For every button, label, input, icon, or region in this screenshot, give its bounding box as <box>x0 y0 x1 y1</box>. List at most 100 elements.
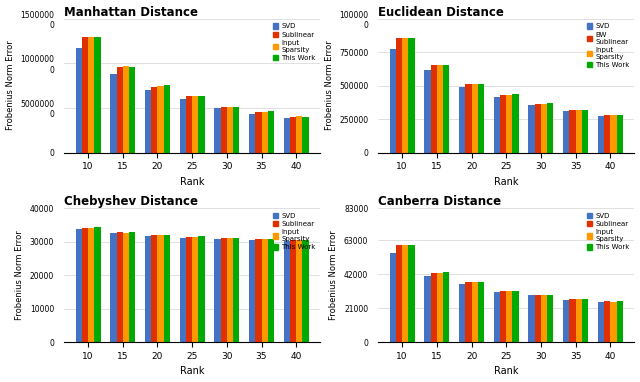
Bar <box>431 65 437 152</box>
Bar <box>443 65 449 152</box>
X-axis label: Rank: Rank <box>180 366 204 376</box>
Bar <box>513 94 519 152</box>
Bar <box>604 115 611 152</box>
Text: Chebyshev Distance: Chebyshev Distance <box>64 195 198 208</box>
Bar <box>534 295 541 342</box>
Bar <box>575 110 582 152</box>
Bar <box>284 118 290 152</box>
Bar <box>541 104 547 152</box>
Y-axis label: Frobenius Norm Error: Frobenius Norm Error <box>330 230 339 320</box>
Bar <box>88 37 94 152</box>
Bar <box>541 295 547 342</box>
Bar <box>268 239 274 342</box>
Bar <box>180 238 186 342</box>
Bar <box>582 299 588 342</box>
Bar <box>145 236 151 342</box>
Bar <box>506 291 513 342</box>
Bar <box>529 105 534 152</box>
Bar <box>157 86 164 152</box>
Bar <box>575 299 582 342</box>
Bar <box>186 96 192 152</box>
Bar <box>255 112 262 152</box>
Bar <box>408 245 415 342</box>
X-axis label: Rank: Rank <box>494 366 518 376</box>
Bar <box>443 272 449 342</box>
Bar <box>123 233 129 342</box>
Bar <box>437 65 443 152</box>
Bar <box>598 302 604 342</box>
Bar <box>570 110 575 152</box>
Bar <box>249 114 255 152</box>
Bar <box>408 37 415 152</box>
Bar <box>180 99 186 152</box>
Y-axis label: Frobenius Norm Error: Frobenius Norm Error <box>324 40 333 130</box>
Bar <box>214 239 221 342</box>
Bar <box>76 48 82 152</box>
Bar <box>616 301 623 342</box>
Bar <box>459 87 465 152</box>
Bar <box>303 117 308 152</box>
Bar <box>110 233 116 342</box>
Bar <box>157 235 164 342</box>
Bar <box>296 240 303 342</box>
Legend: SVD, Sublinear, Input
Sparsity, This Work: SVD, Sublinear, Input Sparsity, This Wor… <box>586 212 631 252</box>
Bar <box>563 300 570 342</box>
Bar <box>534 104 541 152</box>
Bar <box>192 96 198 152</box>
Bar <box>94 37 100 152</box>
Bar <box>296 117 303 152</box>
Bar <box>493 292 500 342</box>
Bar <box>563 111 570 152</box>
X-axis label: Rank: Rank <box>494 177 518 187</box>
Bar <box>268 112 274 152</box>
Bar <box>500 290 506 342</box>
Bar <box>227 107 233 152</box>
Bar <box>151 87 157 152</box>
Bar <box>186 236 192 342</box>
Bar <box>249 240 255 342</box>
Bar <box>390 49 396 152</box>
Bar <box>611 115 616 152</box>
Bar <box>616 115 623 152</box>
Bar <box>547 295 554 342</box>
Legend: SVD, Sublinear, Input
Sparsity, This Work: SVD, Sublinear, Input Sparsity, This Wor… <box>271 212 317 252</box>
Bar <box>604 301 611 342</box>
Bar <box>94 227 100 342</box>
Bar <box>76 229 82 342</box>
Bar <box>547 103 554 152</box>
Bar <box>164 235 170 342</box>
Bar <box>529 295 534 342</box>
Bar <box>227 238 233 342</box>
Bar <box>151 235 157 342</box>
Bar <box>424 70 431 152</box>
Bar <box>390 253 396 342</box>
Bar <box>255 239 262 342</box>
Bar <box>221 107 227 152</box>
Bar <box>500 95 506 152</box>
Bar <box>611 302 616 342</box>
Legend: SVD, BW
Sublinear, Input
Sparsity, This Work: SVD, BW Sublinear, Input Sparsity, This … <box>586 22 631 69</box>
Bar <box>145 90 151 152</box>
Bar <box>290 240 296 342</box>
Bar <box>478 282 484 342</box>
Bar <box>262 239 268 342</box>
Bar <box>82 228 88 342</box>
Bar <box>164 85 170 152</box>
Bar <box>570 299 575 342</box>
Bar <box>221 238 227 342</box>
Bar <box>582 110 588 152</box>
Bar <box>116 67 123 152</box>
Bar <box>465 84 472 152</box>
Bar <box>262 112 268 152</box>
Bar <box>82 37 88 152</box>
Bar <box>396 245 402 342</box>
Bar <box>129 232 135 342</box>
X-axis label: Rank: Rank <box>180 177 204 187</box>
Bar <box>214 108 221 152</box>
Bar <box>513 290 519 342</box>
Bar <box>431 273 437 342</box>
Y-axis label: Frobenius Norm Error: Frobenius Norm Error <box>15 230 24 320</box>
Bar <box>88 228 94 342</box>
Bar <box>402 245 408 342</box>
Bar <box>116 232 123 342</box>
